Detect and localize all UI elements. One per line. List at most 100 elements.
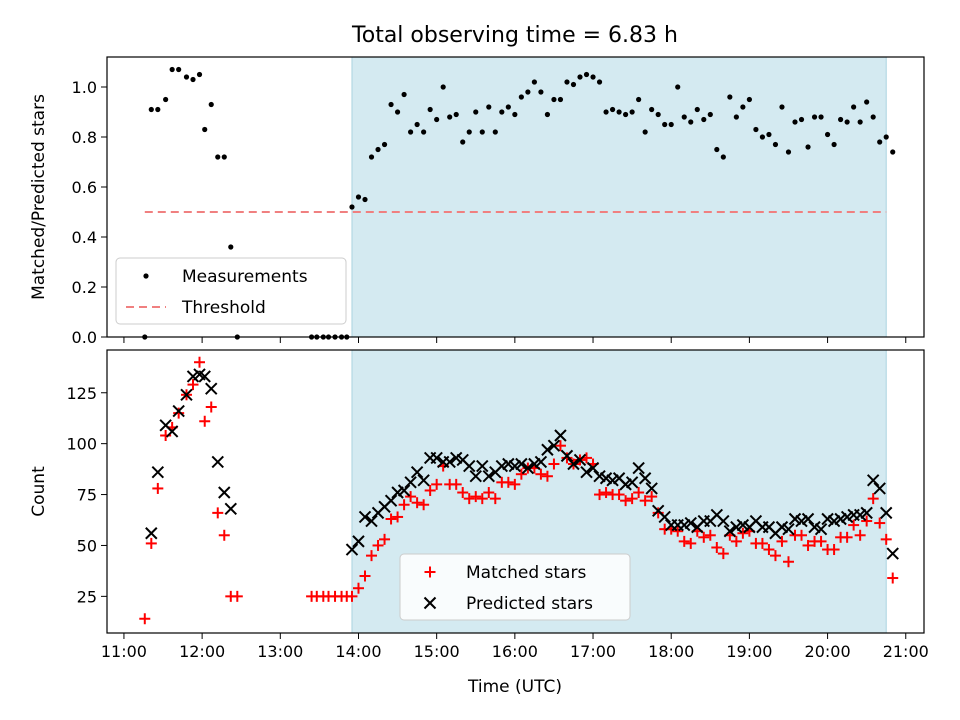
- predicted-star-stroke-b: [873, 482, 886, 495]
- measurement-point: [629, 109, 635, 115]
- predicted-star-point: [515, 457, 528, 471]
- measurement-point: [466, 129, 472, 135]
- matched-star-point: [218, 529, 230, 541]
- predicted-star-point: [801, 512, 815, 526]
- ratio-panel: 0.0 0.2 0.4 0.6 0.8 1.0 Matched/Predicted star…: [29, 56, 925, 347]
- measurement-point: [544, 111, 551, 118]
- predicted-star-point: [397, 484, 411, 497]
- legend-label: Threshold: [181, 298, 266, 318]
- measurement-point: [221, 154, 227, 160]
- matched-star-point: [874, 517, 886, 529]
- legend-box: [115, 257, 347, 325]
- predicted-star-point: [463, 459, 476, 473]
- series-measurements: [142, 66, 896, 340]
- measurement-point: [512, 111, 518, 118]
- measurement-point: [479, 129, 485, 135]
- measurement-point: [570, 81, 577, 88]
- measurement-point: [785, 149, 792, 155]
- matched-star-point: [646, 491, 658, 503]
- measurement-point: [368, 154, 375, 160]
- matched-star-point: [145, 537, 157, 549]
- matched-star-point: [554, 440, 566, 452]
- predicted-star-stroke-b: [782, 522, 795, 536]
- predicted-star-stroke-b: [866, 474, 880, 487]
- matched-star-point: [463, 493, 475, 505]
- measurement-point: [818, 114, 824, 120]
- predicted-star-point: [521, 461, 535, 475]
- matched-star-point: [548, 458, 560, 470]
- legend-box: [399, 553, 631, 621]
- y-axis-label: Matched/Predicted stars: [29, 94, 49, 300]
- measurement-point: [596, 79, 603, 85]
- measurement-point: [766, 131, 772, 138]
- matched-star-point: [483, 487, 495, 499]
- measurement-point: [557, 96, 564, 103]
- predicted-star-stroke-b: [430, 451, 443, 465]
- matched-star-point: [639, 495, 651, 507]
- matched-star-point: [418, 499, 430, 511]
- predicted-star-stroke-b: [172, 404, 185, 418]
- predicted-star-stroke-b: [684, 516, 697, 530]
- matched-star-point: [346, 590, 358, 602]
- matched-star-point: [613, 489, 625, 501]
- predicted-star-stroke-b: [515, 457, 528, 471]
- measurement-point: [190, 76, 196, 83]
- legend-label: Predicted stars: [466, 594, 593, 614]
- matched-star-point: [152, 482, 164, 494]
- matched-star-point: [796, 529, 808, 541]
- measurement-point: [538, 89, 544, 95]
- matched-star-point: [848, 519, 860, 531]
- matched-star-point: [405, 491, 417, 503]
- matched-star-point: [470, 491, 482, 503]
- measurement-point: [355, 194, 362, 200]
- matched-star-point: [489, 493, 501, 505]
- measurement-point: [792, 119, 798, 125]
- measurement-point: [155, 106, 161, 113]
- x-tick-label: 18:00: [648, 642, 694, 661]
- y-tick-label: 75: [77, 486, 97, 505]
- predicted-star-point: [198, 370, 211, 383]
- predicted-star-stroke-b: [151, 465, 165, 479]
- x-tick-label: 13:00: [257, 642, 303, 661]
- measurement-point: [518, 94, 524, 100]
- predicted-star-point: [469, 470, 482, 483]
- predicted-star-stroke-b: [567, 457, 580, 471]
- x-tick-label: 16:00: [492, 642, 538, 661]
- measurement-point: [609, 106, 616, 113]
- measurement-point: [707, 111, 713, 118]
- measurement-point: [163, 96, 169, 103]
- measurement-point: [228, 244, 234, 250]
- matched-star-point: [620, 495, 632, 507]
- predicted-star-stroke-b: [443, 455, 456, 469]
- predicted-star-stroke-b: [547, 439, 561, 452]
- measurement-point: [196, 71, 203, 78]
- predicted-star-stroke-b: [469, 470, 482, 483]
- series-matched-stars: [139, 356, 899, 625]
- y-tick-label: 0.8: [72, 128, 97, 147]
- legend: Measurements Threshold: [115, 257, 347, 325]
- predicted-star-point: [404, 476, 417, 489]
- predicted-star-stroke-b: [463, 459, 476, 473]
- predicted-star-stroke-b: [159, 419, 172, 432]
- predicted-star-point: [866, 474, 880, 487]
- predicted-star-stroke-b: [145, 527, 158, 540]
- measurement-point: [870, 114, 876, 120]
- predicted-star-stroke-b: [365, 514, 378, 528]
- matched-star-point: [139, 613, 151, 625]
- predicted-star-point: [586, 461, 600, 475]
- matched-star-point: [861, 515, 873, 527]
- matched-star-point: [502, 476, 514, 488]
- measurement-point: [851, 104, 857, 110]
- measurement-point: [779, 104, 785, 110]
- predicted-star-point: [684, 516, 697, 530]
- x-tick-label: 21:00: [883, 642, 929, 661]
- predicted-star-stroke-b: [801, 512, 815, 526]
- predicted-star-point: [573, 453, 587, 467]
- measurement-point: [473, 109, 479, 115]
- y-tick-label: 0.0: [72, 328, 97, 347]
- predicted-star-point: [345, 543, 359, 556]
- measurement-point: [642, 129, 648, 135]
- predicted-star-stroke-b: [821, 512, 834, 526]
- x-tick-label: 15:00: [414, 642, 460, 661]
- x-tick-label: 20:00: [805, 642, 851, 661]
